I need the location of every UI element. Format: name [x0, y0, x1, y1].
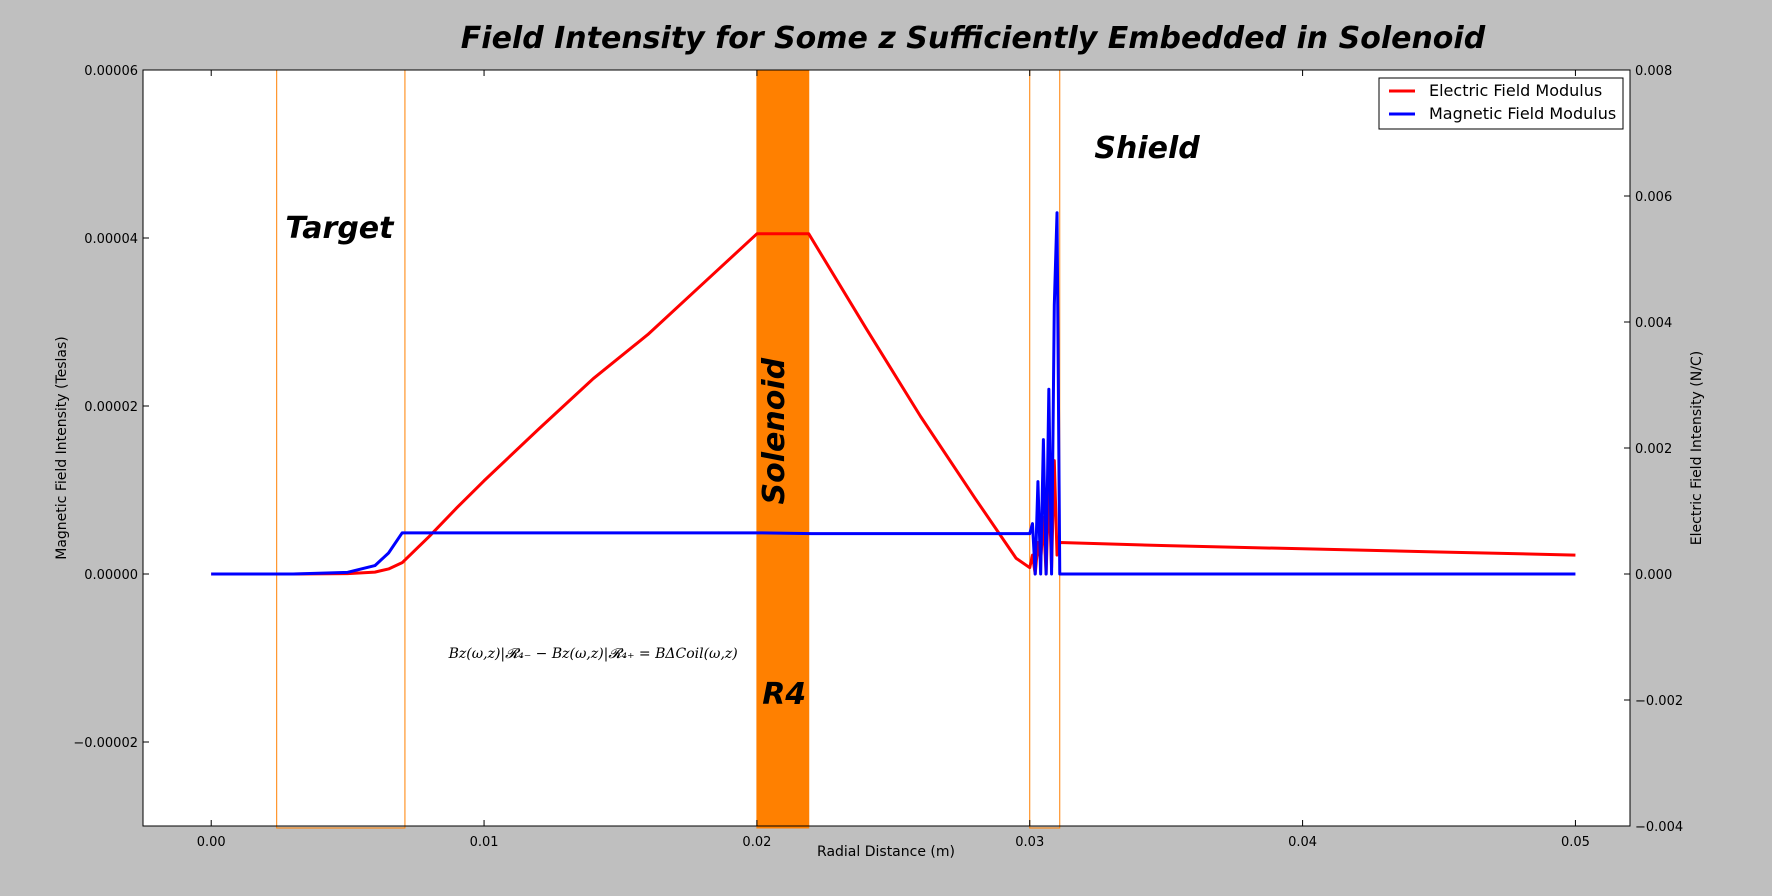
series-layer: [211, 211, 1576, 576]
y-right-tick-label: 0.002: [1635, 442, 1672, 457]
annotation-equation: Bz(ω,z)|𝓡₄₋ − Bz(ω,z)|𝓡₄₊ = BΔCoil(ω,z): [448, 646, 738, 662]
legend-label-magnetic: Magnetic Field Modulus: [1429, 104, 1616, 123]
y-left-tick-label: −0.00002: [73, 736, 138, 751]
annotations-layer: Target Solenoid R4 Shield Bz(ω,z)|𝓡₄₋ − Bz(ω…: [285, 131, 1200, 712]
y-right-tick-label: 0.000: [1635, 568, 1672, 583]
x-tick-label: 0.02: [742, 835, 771, 850]
y-right-tick-label: 0.008: [1635, 64, 1672, 79]
y-left-tick-label: 0.00002: [84, 400, 138, 415]
x-tick-label: 0.05: [1561, 835, 1590, 850]
y-left-axis: −0.00002 0.00000 0.00002 0.00004 0.00006: [73, 64, 149, 751]
y-right-tick-label: −0.002: [1635, 694, 1683, 709]
y-left-tick-label: 0.00004: [84, 232, 138, 247]
x-tick-label: 0.00: [197, 835, 226, 850]
annotation-target: Target: [285, 211, 395, 246]
annotation-r4: R4: [762, 677, 806, 712]
legend-box: [1378, 77, 1624, 130]
legend-label-electric: Electric Field Modulus: [1429, 81, 1602, 100]
y-left-axis-label: Magnetic Field Intensity (Teslas): [54, 336, 70, 559]
x-axis-label: Radial Distance (m): [817, 844, 955, 860]
y-left-tick-label: 0.00000: [84, 568, 138, 583]
y-right-tick-label: −0.004: [1635, 820, 1683, 835]
series-line-electric: [211, 232, 1576, 576]
plot-area: [143, 70, 1630, 826]
chart-title: Field Intensity for Some z Sufficiently …: [461, 21, 1486, 56]
y-right-axis: −0.004 −0.002 0.000 0.002 0.004 0.006 0.008: [1624, 64, 1683, 835]
x-axis: 0.00 0.01 0.02 0.03 0.04 0.05: [197, 70, 1590, 850]
legend: Electric Field Modulus Magnetic Field Mo…: [1378, 77, 1624, 130]
x-tick-label: 0.01: [470, 835, 499, 850]
y-left-tick-label: 0.00006: [84, 64, 138, 79]
y-right-tick-label: 0.006: [1635, 190, 1672, 205]
x-tick-label: 0.03: [1015, 835, 1044, 850]
y-right-tick-label: 0.004: [1635, 316, 1672, 331]
y-right-axis-label: Electric Field Intensity (N/C): [1689, 351, 1705, 545]
annotation-solenoid: Solenoid: [757, 357, 792, 504]
annotation-shield: Shield: [1094, 131, 1200, 166]
x-tick-label: 0.04: [1288, 835, 1317, 850]
series-line-magnetic: [211, 211, 1576, 576]
